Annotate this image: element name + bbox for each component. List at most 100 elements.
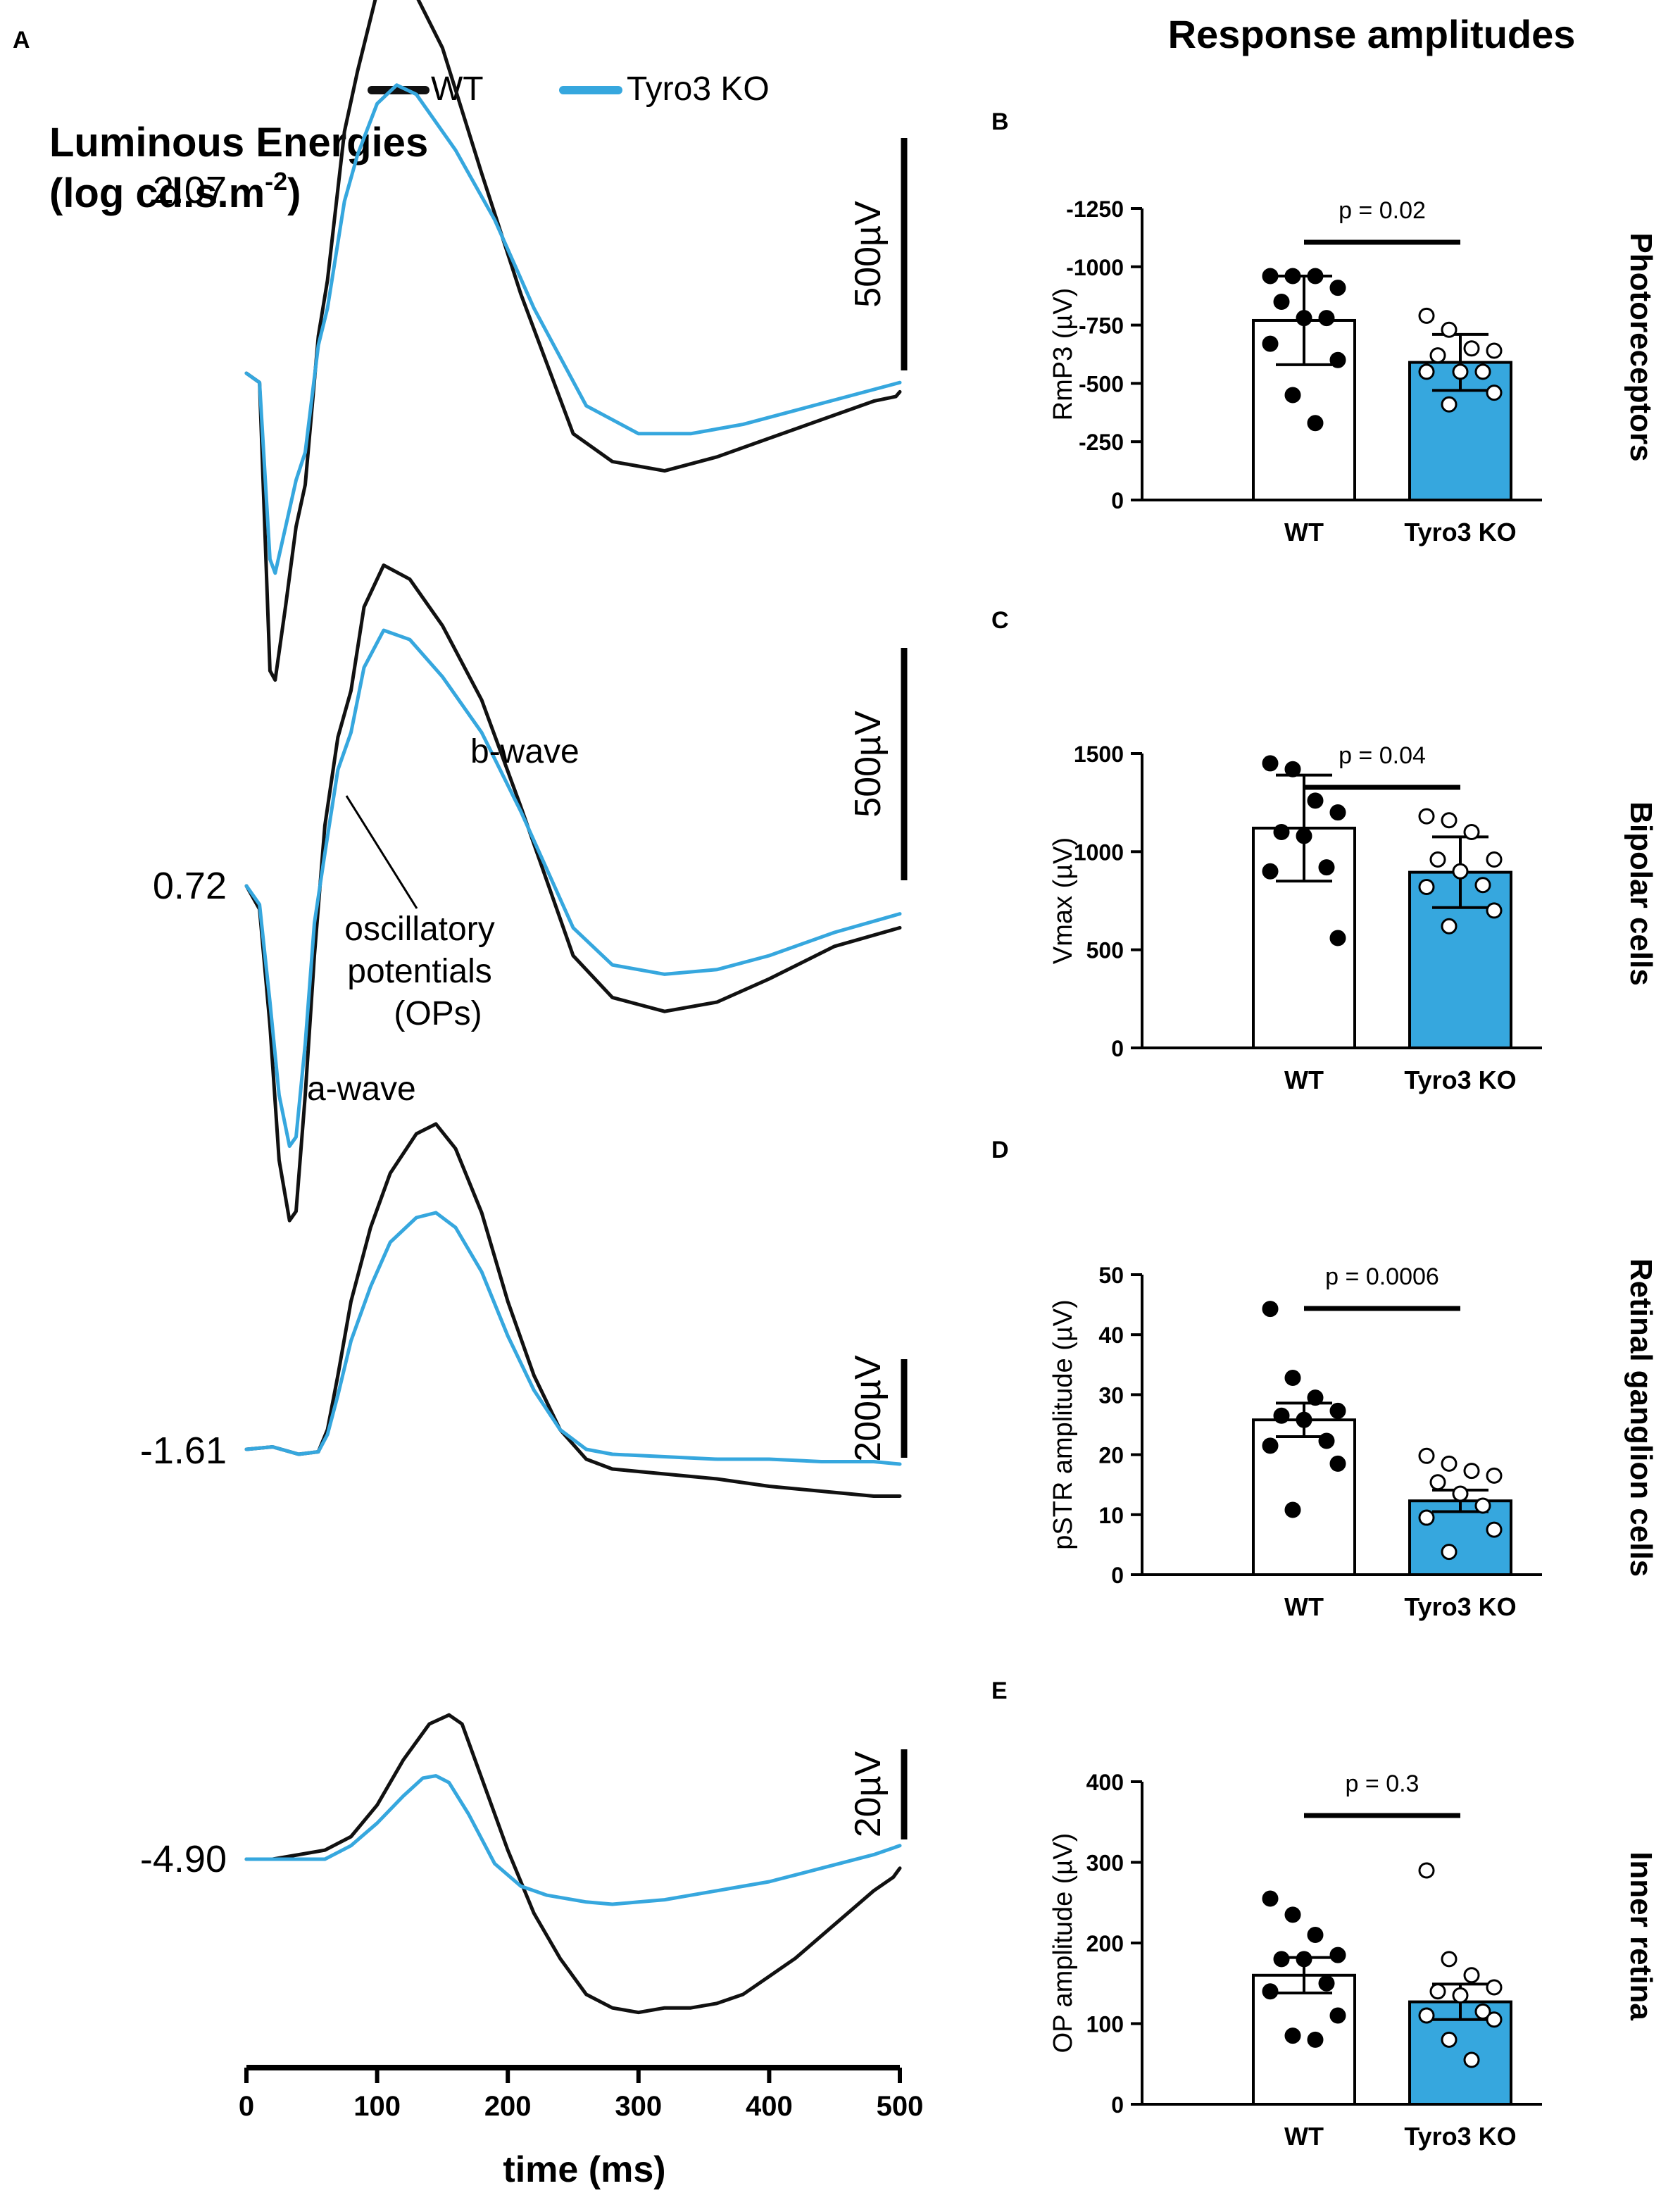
scale-bar-label: 20µV	[848, 1751, 889, 1837]
tyro3-ko-data-point	[1441, 812, 1458, 829]
erg-trace-row: 200µV -1.61	[140, 1122, 908, 1498]
tyro3-ko-data-point	[1486, 2011, 1503, 2028]
y-tick-label: -1250	[1066, 196, 1124, 222]
tyro3-ko-data-point	[1474, 363, 1491, 380]
y-tick-label: 300	[1086, 1851, 1124, 1876]
category-label: Tyro3 KO	[1404, 1592, 1516, 1621]
wt-data-point	[1329, 1402, 1346, 1419]
wt-data-point	[1329, 804, 1346, 821]
tyro3-ko-data-point	[1463, 1967, 1480, 1984]
panel-label-b: B	[991, 108, 1009, 135]
bar-chart-b: -1250 -1000 -750 -500 -250 0 RmP3 (µV) WT Tyro3 …	[1048, 196, 1658, 546]
b-wave-label: b-wave	[470, 733, 579, 770]
tyro3-ko-data-point	[1441, 1455, 1458, 1472]
y-axis-label: OP amplitude (µV)	[1048, 1833, 1078, 2054]
wt-data-point	[1307, 415, 1324, 432]
luminous-energies-title: Luminous Energies	[49, 120, 428, 165]
y-tick-label: 0	[1111, 2092, 1124, 2118]
erg-traces: 500µV 2.07 500µV 0.72 200µV -1.61 20µV -4.90	[140, 0, 908, 2015]
tyro3-ko-data-point	[1418, 808, 1435, 825]
scale-bar-label: 500µV	[848, 201, 889, 308]
wt-data-point	[1329, 2007, 1346, 2024]
wt-data-point	[1329, 1947, 1346, 1963]
y-tick-label: 100	[1086, 2012, 1124, 2037]
tyro3-ko-data-point	[1418, 307, 1435, 324]
wt-trace	[244, 1122, 902, 1498]
wt-data-point	[1307, 1389, 1324, 1406]
time-axis-tick-label: 0	[239, 2091, 254, 2122]
erg-trace-row: 500µV 2.07	[153, 0, 908, 682]
wt-data-point	[1307, 2031, 1324, 2048]
y-tick-label: 40	[1098, 1323, 1124, 1348]
wt-data-point	[1284, 387, 1301, 404]
tyro3-ko-data-point	[1486, 385, 1503, 401]
tyro3-ko-data-point	[1418, 363, 1435, 380]
y-tick-label: 200	[1086, 1931, 1124, 1956]
wt-trace	[244, 0, 902, 682]
category-label: Tyro3 KO	[1404, 1066, 1516, 1094]
tyro3-ko-trace	[244, 628, 902, 1149]
wt-data-point	[1273, 823, 1290, 840]
wt-data-point	[1262, 1301, 1279, 1318]
y-tick-label: 500	[1086, 938, 1124, 963]
wt-data-point	[1307, 792, 1324, 809]
tyro3-ko-data-point	[1418, 1862, 1435, 1879]
y-tick-label: -1000	[1066, 255, 1124, 280]
y-tick-label: 0	[1111, 488, 1124, 513]
category-label: WT	[1284, 1066, 1324, 1094]
time-axis: 0 100 200 300 400 500	[239, 2065, 923, 2122]
wt-data-point	[1262, 863, 1279, 880]
bar-chart-e: 400 300 200 100 0 OP amplitude (µV) WT Tyro3 KO…	[1048, 1770, 1658, 2151]
wt-data-point	[1262, 335, 1279, 352]
energy-label: -4.90	[140, 1838, 227, 1880]
side-label: Retinal ganglion cells	[1624, 1258, 1658, 1577]
wt-data-point	[1284, 761, 1301, 777]
wt-data-point	[1284, 1370, 1301, 1387]
wt-data-point	[1318, 1432, 1335, 1449]
y-axis-label: Vmax (µV)	[1048, 837, 1078, 964]
wt-data-point	[1329, 280, 1346, 296]
category-label: WT	[1284, 1592, 1324, 1621]
y-tick-label: 50	[1098, 1263, 1124, 1288]
tyro3-ko-data-point	[1441, 396, 1458, 413]
units-superscript: -2	[265, 167, 287, 196]
tyro3-ko-data-point	[1474, 877, 1491, 894]
tyro3-ko-data-point	[1429, 1474, 1446, 1491]
wt-trace	[244, 563, 902, 1223]
p-value-label: p = 0.02	[1339, 197, 1426, 224]
a-wave-label: a-wave	[307, 1070, 416, 1108]
y-tick-label: 0	[1111, 1563, 1124, 1588]
wt-data-point	[1329, 930, 1346, 946]
bar-chart-c: 1500 1000 500 0 Vmax (µV) WT Tyro3 KO p = 0.04 B…	[1048, 742, 1658, 1094]
tyro3-ko-data-point	[1418, 878, 1435, 895]
tyro3-ko-trace	[244, 83, 902, 575]
y-tick-label: 1500	[1074, 742, 1124, 767]
units-close: )	[287, 170, 301, 216]
legend: WT Tyro3 KO	[368, 70, 770, 108]
p-value-label: p = 0.04	[1339, 742, 1426, 769]
p-value-label: p = 0.3	[1346, 1770, 1419, 1797]
tyro3-ko-data-point	[1441, 321, 1458, 338]
wt-data-point	[1262, 1437, 1279, 1454]
tyro3-ko-data-point	[1486, 342, 1503, 359]
y-tick-label: -500	[1079, 371, 1124, 396]
tyro3-ko-data-point	[1452, 1485, 1469, 1502]
y-tick-label: 1000	[1074, 839, 1124, 865]
bar-chart-d: 50 40 30 20 10 0 pSTR amplitude (µV) WT Tyro3 KO…	[1048, 1258, 1658, 1621]
y-axis-label: RmP3 (µV)	[1048, 288, 1078, 421]
wt-data-point	[1318, 859, 1335, 876]
y-tick-label: 20	[1098, 1443, 1124, 1468]
tyro3-ko-data-point	[1441, 2031, 1458, 2048]
tyro3-ko-data-point	[1452, 363, 1469, 380]
wt-data-point	[1284, 1906, 1301, 1923]
tyro3-ko-data-point	[1474, 1497, 1491, 1514]
tyro3-ko-data-point	[1441, 918, 1458, 935]
erg-trace-row: 20µV -4.90	[140, 1713, 908, 2015]
legend-wt-label: WT	[431, 70, 484, 108]
wt-data-point	[1262, 1890, 1279, 1907]
tyro3-ko-data-point	[1418, 1509, 1435, 1526]
scale-bar-label: 500µV	[848, 711, 889, 818]
panel-label-e: E	[991, 1677, 1008, 1704]
wt-data-point	[1296, 1411, 1312, 1428]
